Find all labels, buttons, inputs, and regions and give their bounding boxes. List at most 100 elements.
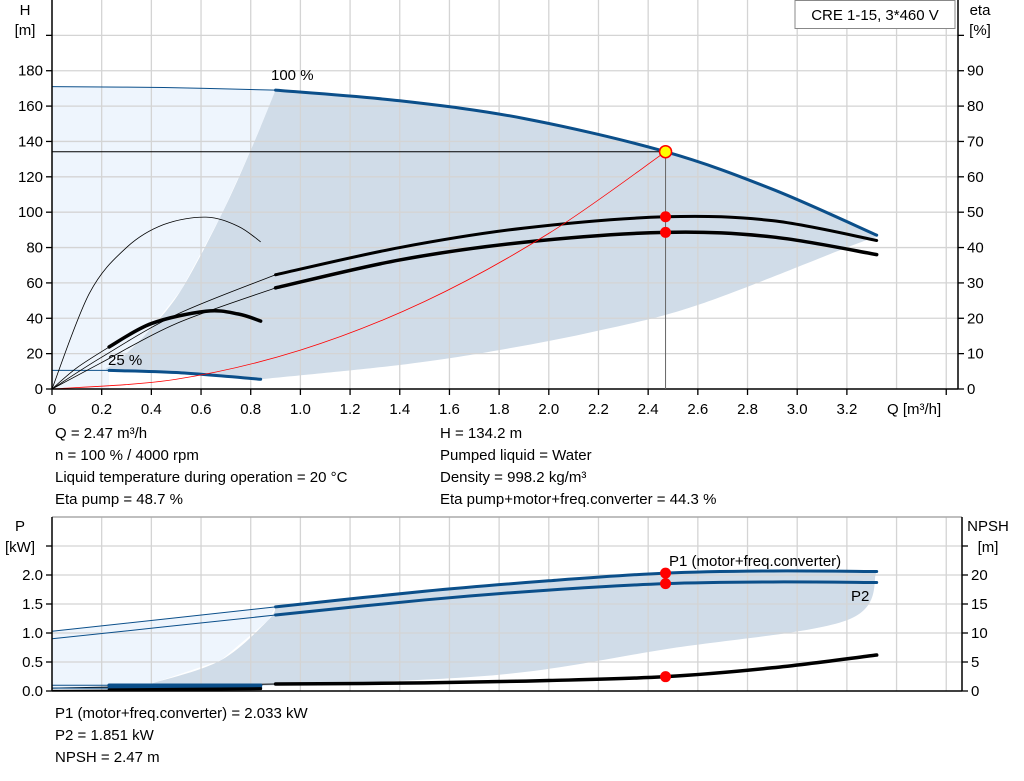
info-q: Q = 2.47 m³/h xyxy=(55,425,148,442)
chart-title: CRE 1-15, 3*460 V xyxy=(811,7,939,24)
label-25-percent: 25 % xyxy=(108,352,142,369)
y2-tick-label: 40 xyxy=(967,240,984,257)
y-tick-label: 100 xyxy=(18,204,43,221)
x-tick-label: 0.4 xyxy=(141,401,162,418)
curve-thick-3 xyxy=(273,230,879,290)
x-tick-label: 2.0 xyxy=(538,401,559,418)
y-axis-label: H xyxy=(20,2,31,19)
title-box xyxy=(794,0,956,29)
y2-tick-label: 15 xyxy=(971,596,988,613)
x-tick-label: 0 xyxy=(48,401,56,418)
fill-region-light xyxy=(52,606,276,691)
y-tick-label: 1.5 xyxy=(22,596,43,613)
info-temperature: Liquid temperature during operation = 20… xyxy=(55,469,348,486)
y2-tick-label: 10 xyxy=(971,625,988,642)
y2-tick-label: 50 xyxy=(967,204,984,221)
curve-thick-0 xyxy=(274,569,879,609)
curve-thin-2 xyxy=(51,274,276,390)
y-axis-unit: [kW] xyxy=(5,539,35,556)
x-tick-label: 2.4 xyxy=(638,401,659,418)
x-axis-label: Q [m³/h] xyxy=(887,401,941,418)
y2-tick-label: 20 xyxy=(971,567,988,584)
y2-tick-label: 70 xyxy=(967,133,984,150)
curve-thick-0 xyxy=(274,88,879,237)
y-tick-label: 160 xyxy=(18,98,43,115)
y2-axis-unit: [%] xyxy=(969,22,991,39)
curve-thick-1 xyxy=(274,580,879,617)
y2-tick-label: 80 xyxy=(967,98,984,115)
x-tick-label: 2.2 xyxy=(588,401,609,418)
y-tick-label: 40 xyxy=(26,310,43,327)
y-tick-label: 140 xyxy=(18,133,43,150)
info-liquid: Pumped liquid = Water xyxy=(440,447,592,464)
curve-thin-1 xyxy=(51,614,276,640)
y2-tick-label: 5 xyxy=(971,654,979,671)
y2-tick-label: 20 xyxy=(967,310,984,327)
label-100-percent: 100 % xyxy=(271,67,314,84)
y2-tick-label: 90 xyxy=(967,63,984,80)
info-eta-total: Eta pump+motor+freq.converter = 44.3 % xyxy=(440,491,717,508)
y-tick-label: 0.5 xyxy=(22,654,43,671)
duty-point-marker xyxy=(658,144,673,159)
y-tick-label: 2.0 xyxy=(22,567,43,584)
curve-thick-5 xyxy=(107,308,263,349)
x-tick-label: 3.2 xyxy=(836,401,857,418)
y-tick-label: 80 xyxy=(26,240,43,257)
curve-thin-3 xyxy=(51,287,276,390)
p1-marker xyxy=(660,567,672,579)
info-npsh: NPSH = 2.47 m xyxy=(55,749,160,766)
eta-pump-marker xyxy=(660,211,672,223)
x-tick-label: 1.2 xyxy=(340,401,361,418)
curve-thin-5 xyxy=(51,346,110,390)
y-tick-label: 1.0 xyxy=(22,625,43,642)
y2-axis-label: NPSH xyxy=(967,518,1009,535)
curve-thick-5 xyxy=(107,687,263,692)
npsh-marker xyxy=(660,671,672,683)
y2-tick-label: 0 xyxy=(967,381,975,398)
curve-thin-0 xyxy=(51,606,276,632)
fill-region-light xyxy=(52,86,276,390)
info-speed: n = 100 % / 4000 rpm xyxy=(55,447,199,464)
y-tick-label: 0 xyxy=(35,381,43,398)
x-tick-label: 1.0 xyxy=(290,401,311,418)
y2-tick-label: 0 xyxy=(971,683,979,700)
curve-thick-2 xyxy=(273,653,879,686)
y-tick-label: 20 xyxy=(26,346,43,363)
x-tick-label: 0.2 xyxy=(91,401,112,418)
curve-thin-4 xyxy=(51,216,261,390)
p2-curve-label: P2 xyxy=(851,588,869,605)
x-tick-label: 1.4 xyxy=(389,401,410,418)
p2-marker xyxy=(660,578,672,590)
y-tick-label: 60 xyxy=(26,275,43,292)
info-density: Density = 998.2 kg/m³ xyxy=(440,469,587,486)
y-tick-label: 180 xyxy=(18,63,43,80)
curve-thin-0 xyxy=(51,86,276,91)
x-tick-label: 3.0 xyxy=(787,401,808,418)
info-p1: P1 (motor+freq.converter) = 2.033 kW xyxy=(55,705,308,722)
x-tick-label: 0.8 xyxy=(240,401,261,418)
y2-tick-label: 60 xyxy=(967,169,984,186)
y2-axis-unit: [m] xyxy=(978,539,999,556)
y-axis-unit: [m] xyxy=(15,22,36,39)
y2-axis-label: eta xyxy=(970,2,992,19)
x-tick-label: 2.6 xyxy=(687,401,708,418)
eta-total-marker xyxy=(660,226,672,238)
fill-region-operating xyxy=(126,570,877,690)
x-tick-label: 2.8 xyxy=(737,401,758,418)
fill-region-operating xyxy=(105,90,877,380)
y2-tick-label: 30 xyxy=(967,275,984,292)
x-tick-label: 0.6 xyxy=(191,401,212,418)
curve-thin-6 xyxy=(51,151,666,390)
x-tick-label: 1.6 xyxy=(439,401,460,418)
y2-tick-label: 10 xyxy=(967,346,984,363)
y-axis-label: P xyxy=(15,518,25,535)
y-tick-label: 0.0 xyxy=(22,683,43,700)
info-head: H = 134.2 m xyxy=(440,425,523,442)
y-tick-label: 120 xyxy=(18,169,43,186)
info-p2: P2 = 1.851 kW xyxy=(55,727,154,744)
curve-thick-2 xyxy=(274,214,879,277)
x-tick-label: 1.8 xyxy=(489,401,510,418)
curve-thick-1 xyxy=(107,368,263,381)
p1-curve-label: P1 (motor+freq.converter) xyxy=(669,553,841,570)
